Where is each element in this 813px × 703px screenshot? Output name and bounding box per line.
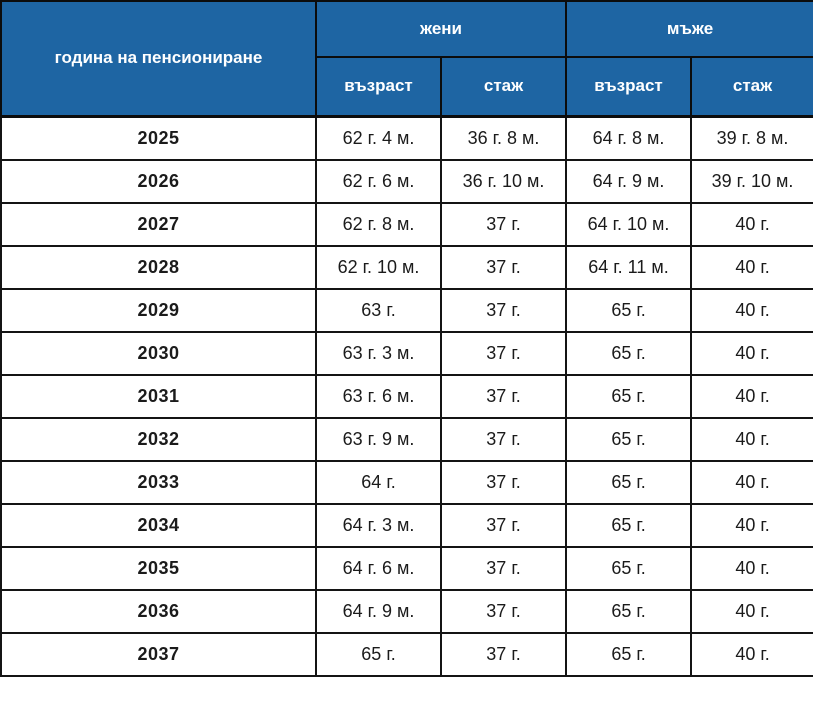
women-age-cell: 62 г. 10 м. (315, 244, 442, 290)
women-age-cell: 62 г. 6 м. (315, 158, 442, 204)
women-age-cell: 62 г. 8 м. (315, 201, 442, 247)
men-service-cell: 40 г. (690, 244, 813, 290)
table-body: 2025 62 г. 4 м. 36 г. 8 м. 64 г. 8 м. 39 г. … (0, 115, 813, 677)
year-cell: 2037 (0, 631, 317, 677)
men-service-cell: 40 г. (690, 373, 813, 419)
men-age-cell: 65 г. (565, 545, 693, 591)
men-service-cell: 39 г. 8 м. (690, 115, 813, 161)
women-service-cell: 36 г. 10 м. (439, 158, 568, 204)
men-age-cell: 65 г. (565, 416, 693, 462)
table-row: 2031 63 г. 6 м. 37 г. 65 г. 40 г. (0, 373, 813, 419)
women-age-cell: 63 г. 6 м. (315, 373, 442, 419)
year-cell: 2025 (0, 115, 317, 161)
men-age-cell: 64 г. 8 м. (565, 115, 693, 161)
header-year-of-retirement: година на пенсиониране (0, 0, 317, 118)
men-age-cell: 65 г. (565, 330, 693, 376)
women-service-cell: 37 г. (439, 244, 568, 290)
header-men-service: стаж (690, 56, 813, 118)
men-service-cell: 40 г. (690, 330, 813, 376)
table-row: 2035 64 г. 6 м. 37 г. 65 г. 40 г. (0, 545, 813, 591)
men-service-cell: 40 г. (690, 545, 813, 591)
men-age-cell: 65 г. (565, 588, 693, 634)
year-cell: 2028 (0, 244, 317, 290)
women-age-cell: 62 г. 4 м. (315, 115, 442, 161)
men-service-cell: 40 г. (690, 287, 813, 333)
women-age-cell: 65 г. (315, 631, 442, 677)
header-group-men: мъже (565, 0, 813, 58)
year-cell: 2031 (0, 373, 317, 419)
women-age-cell: 64 г. 9 м. (315, 588, 442, 634)
year-cell: 2027 (0, 201, 317, 247)
table-row: 2026 62 г. 6 м. 36 г. 10 м. 64 г. 9 м. 39 г.… (0, 158, 813, 204)
women-service-cell: 37 г. (439, 459, 568, 505)
women-service-cell: 37 г. (439, 373, 568, 419)
header-men-age: възраст (565, 56, 693, 118)
table-row: 2025 62 г. 4 м. 36 г. 8 м. 64 г. 8 м. 39 г. … (0, 115, 813, 161)
men-age-cell: 65 г. (565, 459, 693, 505)
header-women-age: възраст (315, 56, 442, 118)
women-age-cell: 63 г. (315, 287, 442, 333)
men-service-cell: 40 г. (690, 201, 813, 247)
table-row: 2030 63 г. 3 м. 37 г. 65 г. 40 г. (0, 330, 813, 376)
men-age-cell: 64 г. 11 м. (565, 244, 693, 290)
men-service-cell: 40 г. (690, 588, 813, 634)
women-service-cell: 37 г. (439, 416, 568, 462)
women-age-cell: 64 г. 3 м. (315, 502, 442, 548)
table-row: 2027 62 г. 8 м. 37 г. 64 г. 10 м. 40 г. (0, 201, 813, 247)
men-age-cell: 64 г. 9 м. (565, 158, 693, 204)
year-cell: 2030 (0, 330, 317, 376)
men-service-cell: 40 г. (690, 416, 813, 462)
year-cell: 2036 (0, 588, 317, 634)
year-cell: 2033 (0, 459, 317, 505)
table-row: 2034 64 г. 3 м. 37 г. 65 г. 40 г. (0, 502, 813, 548)
men-service-cell: 40 г. (690, 459, 813, 505)
women-age-cell: 63 г. 9 м. (315, 416, 442, 462)
table-row: 2028 62 г. 10 м. 37 г. 64 г. 11 м. 40 г. (0, 244, 813, 290)
year-cell: 2029 (0, 287, 317, 333)
table-row: 2037 65 г. 37 г. 65 г. 40 г. (0, 631, 813, 677)
table-row: 2033 64 г. 37 г. 65 г. 40 г. (0, 459, 813, 505)
table-row: 2029 63 г. 37 г. 65 г. 40 г. (0, 287, 813, 333)
women-service-cell: 37 г. (439, 330, 568, 376)
men-age-cell: 65 г. (565, 373, 693, 419)
header-group-women: жени (314, 0, 568, 58)
women-service-cell: 37 г. (439, 545, 568, 591)
women-age-cell: 64 г. 6 м. (315, 545, 442, 591)
women-service-cell: 37 г. (439, 502, 568, 548)
women-age-cell: 63 г. 3 м. (315, 330, 442, 376)
women-age-cell: 64 г. (315, 459, 442, 505)
women-service-cell: 37 г. (439, 631, 568, 677)
men-age-cell: 65 г. (565, 502, 693, 548)
men-service-cell: 40 г. (690, 631, 813, 677)
women-service-cell: 37 г. (439, 201, 568, 247)
year-cell: 2034 (0, 502, 317, 548)
men-age-cell: 65 г. (565, 631, 693, 677)
year-cell: 2035 (0, 545, 317, 591)
table-row: 2032 63 г. 9 м. 37 г. 65 г. 40 г. (0, 416, 813, 462)
men-age-cell: 65 г. (565, 287, 693, 333)
men-service-cell: 40 г. (690, 502, 813, 548)
table-row: 2036 64 г. 9 м. 37 г. 65 г. 40 г. (0, 588, 813, 634)
men-age-cell: 64 г. 10 м. (565, 201, 693, 247)
women-service-cell: 36 г. 8 м. (439, 115, 568, 161)
year-cell: 2026 (0, 158, 317, 204)
men-service-cell: 39 г. 10 м. (690, 158, 813, 204)
women-service-cell: 37 г. (439, 588, 568, 634)
pension-table: година на пенсиониране жени мъже възраст… (0, 0, 813, 677)
header-women-service: стаж (439, 56, 568, 118)
women-service-cell: 37 г. (439, 287, 568, 333)
table-header: година на пенсиониране жени мъже възраст… (0, 0, 813, 118)
year-cell: 2032 (0, 416, 317, 462)
